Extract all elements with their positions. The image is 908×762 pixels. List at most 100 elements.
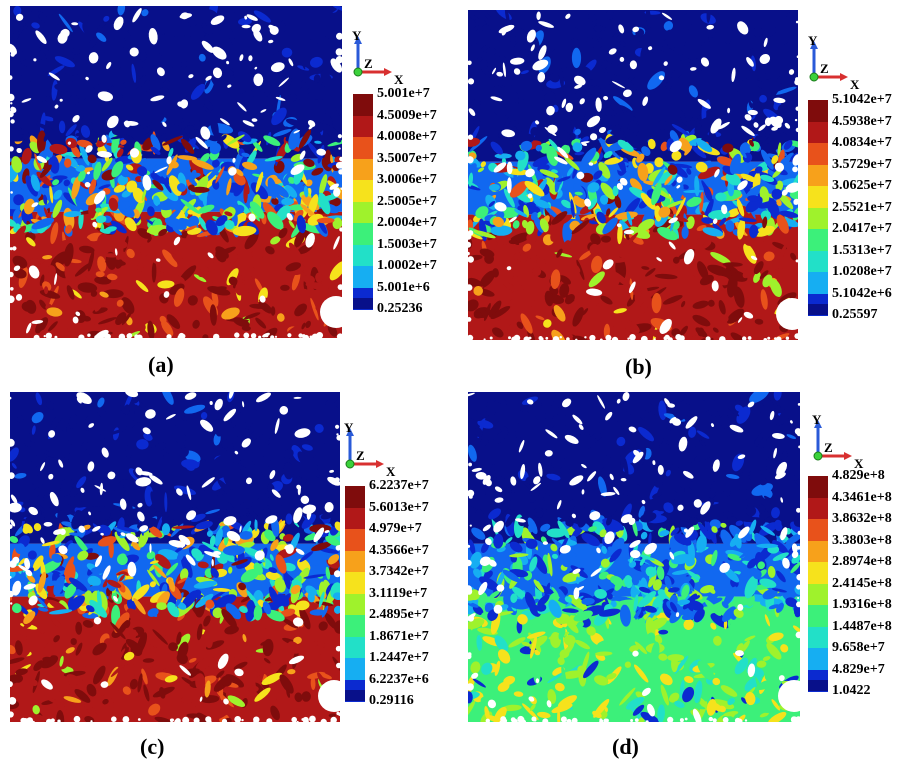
legend-label: 3.5729e+7 bbox=[832, 156, 892, 172]
legend-color-cell bbox=[808, 626, 828, 649]
y-axis-label: Y bbox=[812, 414, 822, 427]
legend-color-cell bbox=[808, 497, 828, 520]
triad-svg: YZ X bbox=[344, 420, 396, 479]
pores bbox=[468, 11, 798, 334]
legend-color-cell bbox=[353, 223, 373, 245]
legend-label: 0.29116 bbox=[369, 693, 414, 708]
legend-label: 1.5313e+7 bbox=[832, 242, 892, 258]
edge-notch bbox=[320, 296, 342, 328]
legend-color-cell bbox=[353, 201, 373, 224]
triad-svg: YZ X bbox=[352, 28, 404, 87]
legend-label: 5.1042e+6 bbox=[832, 285, 892, 301]
pores bbox=[468, 392, 800, 722]
x-axis-label: X bbox=[386, 464, 396, 479]
legend-label: 9.658e+7 bbox=[832, 640, 885, 655]
legend-label: 4.5938e+7 bbox=[832, 113, 892, 129]
legend-label: 3.0625e+7 bbox=[832, 178, 892, 193]
legend-label: 2.0417e+7 bbox=[832, 221, 892, 236]
legend-label: 2.0004e+7 bbox=[377, 215, 437, 230]
legend-label: 6.2237e+7 bbox=[369, 478, 429, 493]
legend-label: 1.9316e+8 bbox=[832, 597, 892, 612]
legend-color-cell bbox=[808, 207, 828, 230]
contour-plot-a bbox=[10, 6, 342, 338]
legend-label: 3.3803e+8 bbox=[832, 532, 892, 548]
legend-label: 1.4487e+8 bbox=[832, 618, 892, 634]
fiber-strands bbox=[468, 10, 798, 340]
legend-label: 5.1042e+7 bbox=[832, 92, 892, 107]
legend-color-cell bbox=[808, 100, 828, 122]
legend-label: 4.829e+7 bbox=[832, 661, 885, 677]
legend-color-cell bbox=[345, 507, 365, 530]
legend-color-cell bbox=[345, 658, 365, 680]
legend-color-cell bbox=[808, 605, 828, 627]
legend-color-cell bbox=[808, 250, 828, 273]
z-axis-label: Z bbox=[824, 440, 833, 455]
legend-color-cell bbox=[808, 164, 828, 187]
contour-svg bbox=[10, 392, 340, 722]
legend-color-cell bbox=[353, 266, 373, 288]
y-axis-label: Y bbox=[352, 30, 362, 43]
x-axis-label: X bbox=[850, 77, 860, 92]
legend-color-cell bbox=[353, 158, 373, 181]
z-axis-marker bbox=[353, 67, 363, 77]
legend-color-cell bbox=[808, 583, 828, 606]
legend-label: 1.0422 bbox=[832, 683, 871, 698]
legend-color-cell bbox=[808, 540, 828, 563]
legend-label: 4.3461e+8 bbox=[832, 489, 892, 505]
z-axis-marker bbox=[809, 72, 819, 82]
legend-color-cell bbox=[808, 304, 828, 315]
contour-svg bbox=[10, 6, 342, 338]
edge-notch bbox=[776, 298, 798, 330]
legend-label: 2.8974e+8 bbox=[832, 554, 892, 569]
edge-notch bbox=[318, 680, 340, 712]
legend-color-cell bbox=[808, 121, 828, 144]
legend-label: 5.001e+7 bbox=[377, 86, 430, 101]
caption-b: (b) bbox=[625, 354, 652, 379]
legend-label: 2.5005e+7 bbox=[377, 193, 437, 209]
legend-color-cell bbox=[345, 593, 365, 616]
contour-plot-d bbox=[468, 392, 800, 722]
legend-bar bbox=[808, 476, 828, 692]
contour-svg bbox=[468, 10, 798, 340]
edge-notch bbox=[778, 680, 800, 712]
legend-label: 4.3566e+7 bbox=[369, 542, 429, 558]
contour-plot-c bbox=[10, 392, 340, 722]
triad-svg: YZ X bbox=[808, 33, 860, 92]
legend-label: 3.8632e+8 bbox=[832, 511, 892, 526]
legend-label: 4.829e+8 bbox=[832, 468, 885, 483]
legend-color-cell bbox=[808, 562, 828, 584]
legend-label: 4.5009e+7 bbox=[377, 107, 437, 123]
legend-label: 5.6013e+7 bbox=[369, 499, 429, 515]
fiber-strands bbox=[468, 392, 800, 722]
z-axis-marker bbox=[813, 451, 823, 461]
legend-label: 5.001e+6 bbox=[377, 279, 430, 295]
y-axis-label: Y bbox=[808, 35, 818, 48]
legend-color-cell bbox=[808, 229, 828, 251]
legend-label: 1.0002e+7 bbox=[377, 258, 437, 273]
legend-label: 3.5007e+7 bbox=[377, 150, 437, 166]
legend-color-cell bbox=[345, 690, 365, 701]
legend-color-cell bbox=[353, 94, 373, 116]
legend-bar bbox=[345, 486, 365, 702]
legend-color-cell bbox=[808, 519, 828, 541]
legend-label: 0.25597 bbox=[832, 307, 878, 322]
pores bbox=[10, 7, 342, 338]
legend-label: 1.8671e+7 bbox=[369, 628, 429, 644]
legend-label: 2.4895e+7 bbox=[369, 607, 429, 622]
legend-label: 4.979e+7 bbox=[369, 521, 422, 536]
contour-plot-b bbox=[468, 10, 798, 340]
legend-color-cell bbox=[353, 244, 373, 267]
legend-color-cell bbox=[808, 680, 828, 691]
legend-label: 1.2447e+7 bbox=[369, 650, 429, 665]
legend-color-cell bbox=[353, 137, 373, 159]
legend-color-cell bbox=[345, 529, 365, 551]
legend-label: 2.5521e+7 bbox=[832, 199, 892, 215]
y-axis-label: Y bbox=[344, 422, 354, 435]
legend-color-cell bbox=[353, 115, 373, 138]
legend-color-cell bbox=[353, 180, 373, 202]
legend-bar bbox=[353, 94, 373, 310]
x-axis-label: X bbox=[854, 456, 864, 471]
